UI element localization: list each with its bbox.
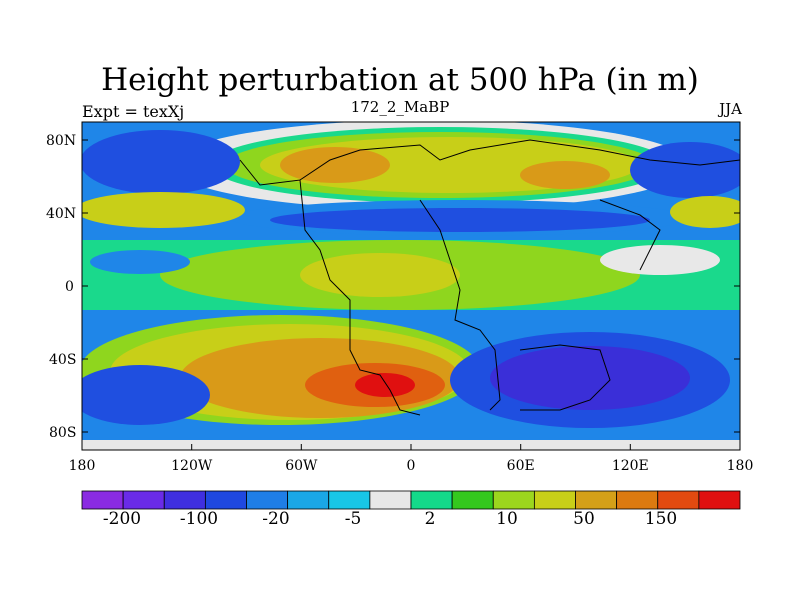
colorbar-label: -5 bbox=[345, 509, 362, 529]
season-label: JJA bbox=[719, 100, 742, 118]
contour-neg2-nw bbox=[82, 130, 240, 194]
chart-title: Height perturbation at 500 hPa (in m) bbox=[101, 62, 699, 98]
contour-pos4-north-east bbox=[520, 161, 610, 189]
lat-tick-label: 80N bbox=[46, 133, 76, 149]
contour-pos3-east bbox=[670, 196, 740, 228]
colorbar-swatch bbox=[122, 490, 165, 510]
lon-tick-label: 60W bbox=[285, 458, 318, 474]
colorbar-label: -200 bbox=[103, 509, 141, 529]
colorbar-label: -20 bbox=[262, 509, 289, 529]
lon-tick-label: 180 bbox=[69, 458, 96, 474]
colorbar-label: 10 bbox=[496, 509, 518, 529]
colorbar-swatch bbox=[657, 490, 700, 510]
contour-pos3-tropics bbox=[300, 253, 460, 297]
colorbar-label: 50 bbox=[573, 509, 595, 529]
lat-tick-label: 80S bbox=[49, 425, 76, 441]
coastlines bbox=[239, 139, 741, 416]
lat-tick-label: 40S bbox=[49, 352, 76, 368]
lon-tick-label: 120W bbox=[171, 458, 213, 474]
contour-neg2-band bbox=[270, 208, 650, 232]
contour-pos3-west bbox=[82, 192, 245, 228]
colorbar-swatch bbox=[369, 490, 412, 510]
colorbar-swatch bbox=[492, 490, 535, 510]
colorbar-swatch bbox=[698, 490, 741, 510]
colorbar-swatch bbox=[163, 490, 206, 510]
coast-americas bbox=[239, 159, 421, 416]
coast-asia bbox=[599, 199, 661, 271]
colorbar-swatch bbox=[410, 490, 453, 510]
contour-zero-tropics-east bbox=[600, 245, 720, 275]
colorbar-label: 150 bbox=[645, 509, 677, 529]
colorbar-swatch bbox=[204, 490, 247, 510]
coast-north bbox=[299, 139, 741, 181]
contour-neg3-south-east bbox=[490, 346, 690, 410]
colorbar: -200 -100 -20 -5 2 10 50 150 bbox=[81, 490, 741, 529]
lat-tick-label: 0 bbox=[65, 279, 74, 295]
colorbar-swatch bbox=[287, 490, 330, 510]
contour-neg1-tropics-west bbox=[90, 250, 190, 274]
colorbar-label: -100 bbox=[180, 509, 218, 529]
colorbar-swatch bbox=[328, 490, 371, 510]
colorbar-swatch bbox=[533, 490, 576, 510]
contour-pos4-north-west bbox=[280, 147, 390, 183]
contour-pos6-south bbox=[355, 373, 415, 397]
colorbar-swatch bbox=[616, 490, 659, 510]
colorbar-label: 2 bbox=[425, 509, 436, 529]
contour-neg2-ne bbox=[630, 142, 740, 198]
coast-africa bbox=[419, 199, 501, 411]
coast-australia bbox=[519, 344, 611, 411]
lon-tick-label: 120E bbox=[612, 458, 649, 474]
longitude-axis: 180 120W 60W 0 60E 120E 180 bbox=[69, 444, 754, 474]
colorbar-swatch bbox=[451, 490, 494, 510]
experiment-label: Expt = texXj bbox=[82, 102, 185, 121]
contour-field bbox=[82, 122, 740, 450]
lon-tick-label: 60E bbox=[507, 458, 535, 474]
colorbar-swatch bbox=[81, 490, 124, 510]
lon-tick-label: 0 bbox=[407, 458, 416, 474]
contour-neg2-south-west bbox=[82, 365, 210, 425]
lat-tick-label: 40N bbox=[46, 206, 76, 222]
latitude-axis: 80N 40N 0 40S 80S bbox=[46, 133, 740, 441]
case-label: 172_2_MaBP bbox=[350, 98, 450, 116]
colorbar-swatch bbox=[575, 490, 618, 510]
colorbar-swatch bbox=[246, 490, 289, 510]
lon-tick-label: 180 bbox=[727, 458, 754, 474]
